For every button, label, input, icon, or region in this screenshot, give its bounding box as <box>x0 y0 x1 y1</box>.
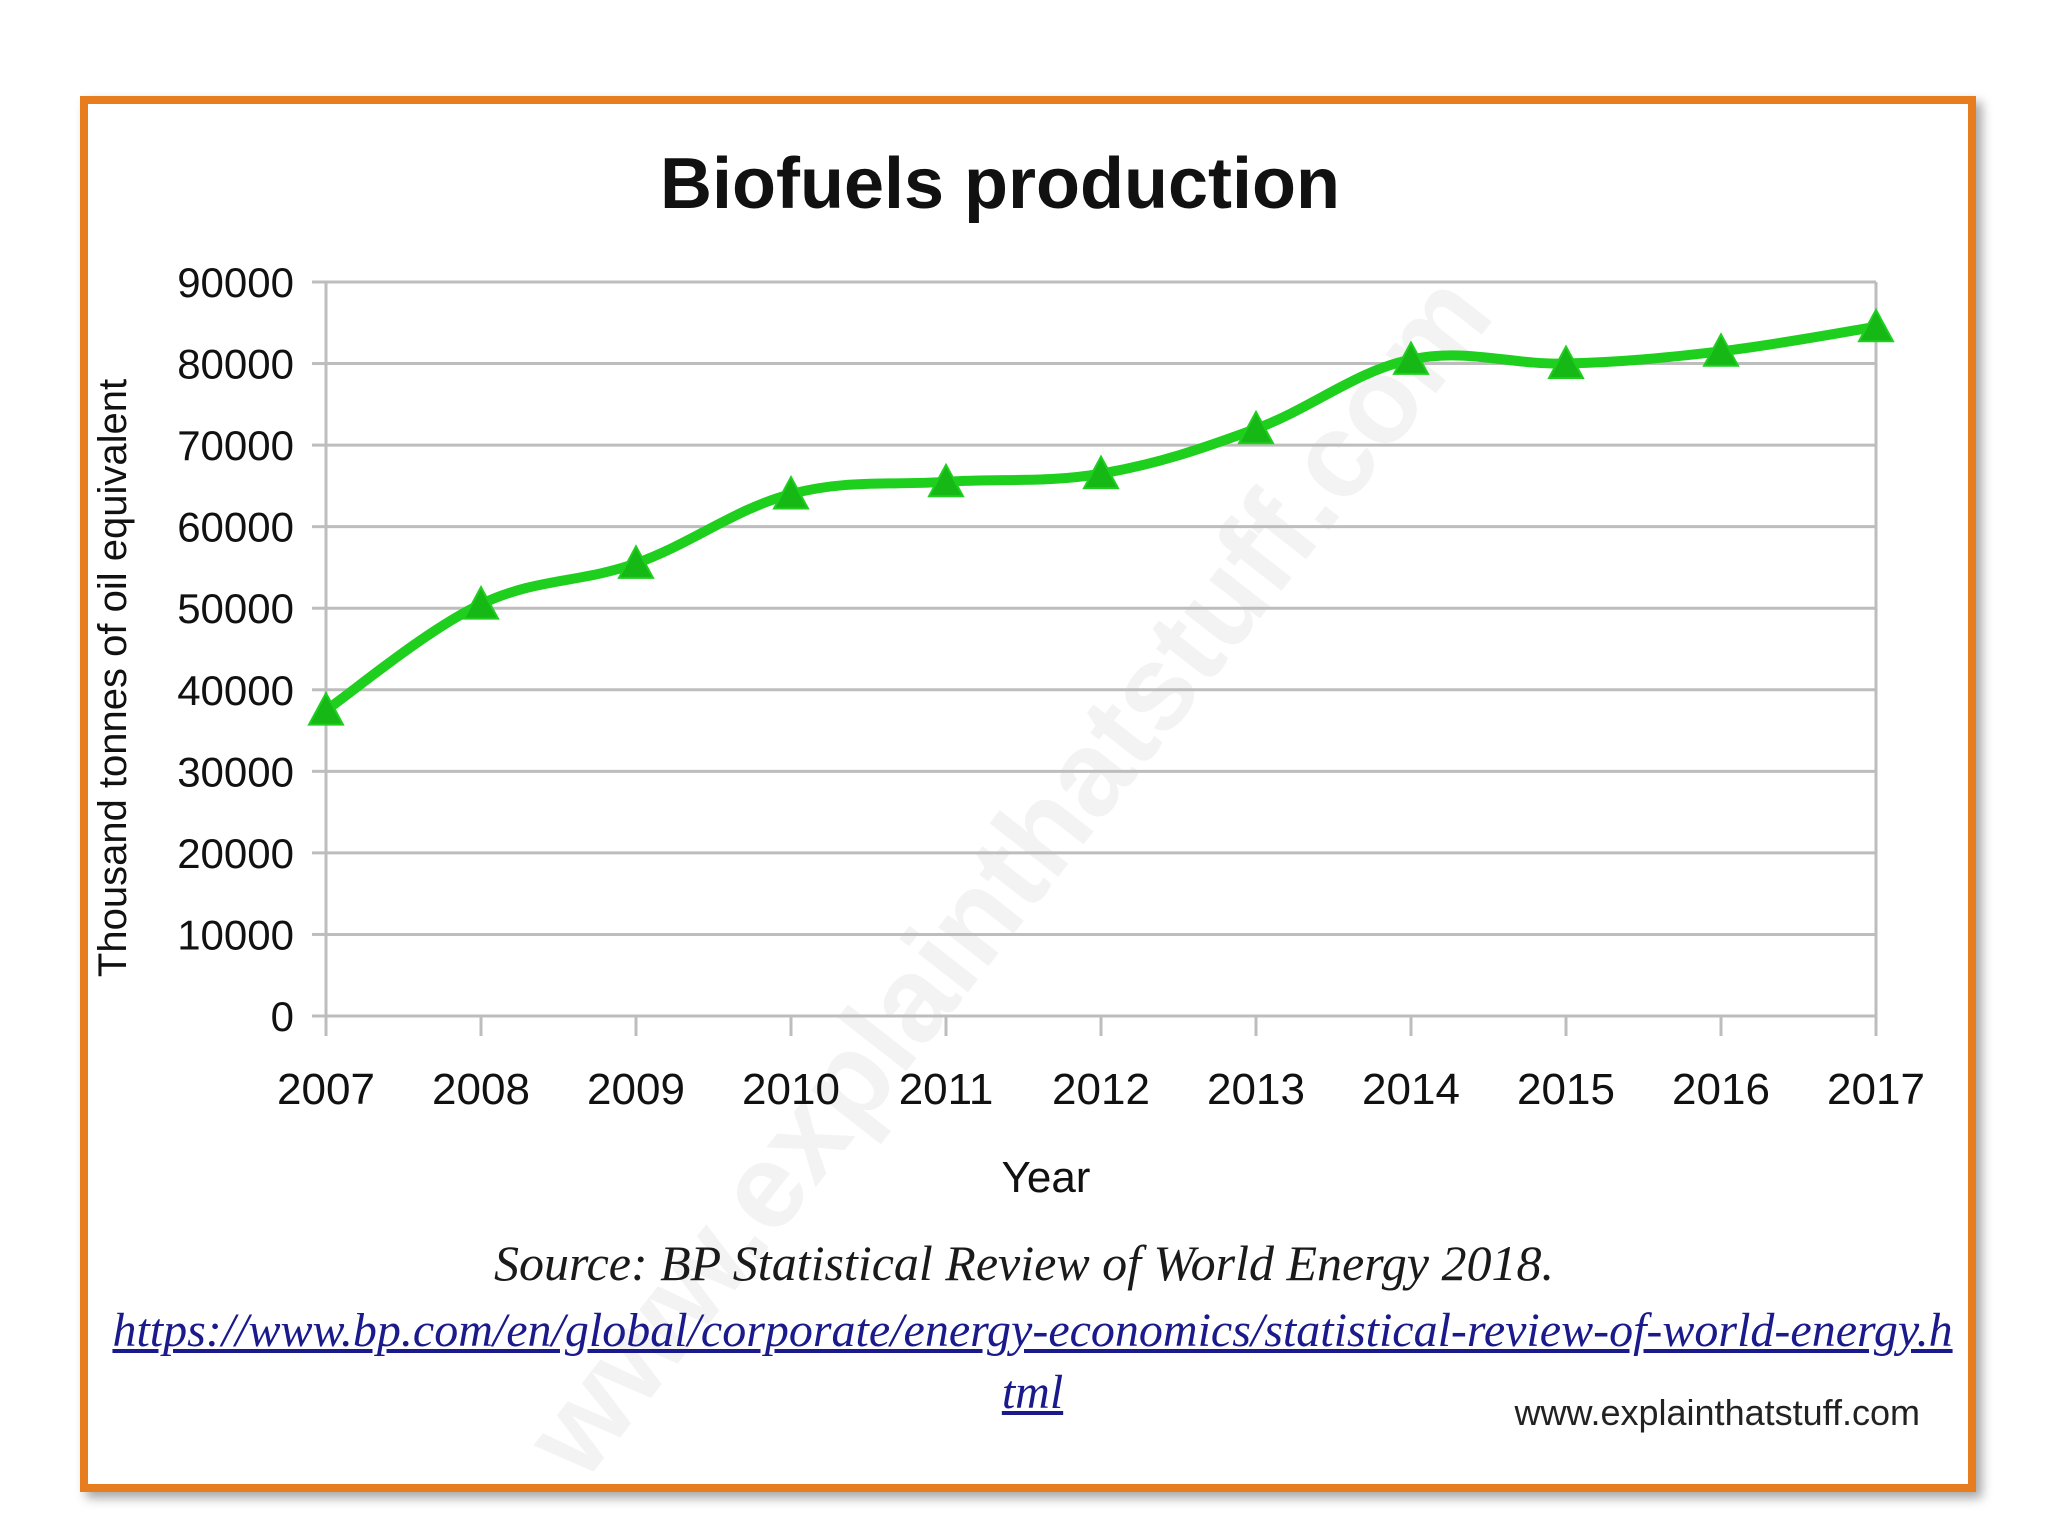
data-point-2007 <box>307 691 345 726</box>
ytick-label-70000: 70000 <box>177 422 294 469</box>
data-point-2017 <box>1857 307 1895 343</box>
data-point-2008 <box>462 585 500 620</box>
chart-frame <box>80 96 1976 1492</box>
ytick-label-80000: 80000 <box>177 341 294 388</box>
xtick-label-2010: 2010 <box>742 1065 840 1114</box>
source-citation: Source: BP Statistical Review of World E… <box>493 1235 1554 1291</box>
x-axis-ticks: 2007 2008 2009 2010 2011 2012 2013 2014 2015 2016… <box>277 1016 1925 1114</box>
ytick-label-60000: 60000 <box>177 504 294 551</box>
ytick-label-90000: 90000 <box>177 259 294 306</box>
ytick-label-30000: 30000 <box>177 748 294 795</box>
xtick-label-2016: 2016 <box>1672 1065 1770 1114</box>
y-axis-label: Thousand tonnes of oil equivalent <box>91 379 135 977</box>
xtick-label-2011: 2011 <box>899 1065 994 1114</box>
data-point-2013 <box>1237 409 1275 445</box>
xtick-label-2012: 2012 <box>1052 1065 1150 1114</box>
xtick-label-2009: 2009 <box>587 1065 685 1114</box>
data-point-2016 <box>1702 332 1740 367</box>
data-point-2015 <box>1547 344 1585 380</box>
y-axis-ticks: 0 10000 20000 30000 40000 50000 60000 70000 8000… <box>177 259 326 1040</box>
ytick-label-20000: 20000 <box>177 830 294 877</box>
ytick-label-50000: 50000 <box>177 585 294 632</box>
ytick-label-0: 0 <box>271 993 294 1040</box>
xtick-label-2013: 2013 <box>1207 1065 1305 1114</box>
grid-lines <box>324 280 1878 1036</box>
ytick-label-10000: 10000 <box>177 911 294 958</box>
data-point-2014 <box>1392 340 1430 375</box>
source-link[interactable]: https://www.bp.com/en/global/corporate/e… <box>112 1304 1953 1419</box>
data-point-2010 <box>772 474 810 510</box>
data-point-2012 <box>1082 454 1120 490</box>
xtick-label-2015: 2015 <box>1517 1065 1615 1114</box>
series-biofuels <box>307 307 1895 726</box>
data-point-2011 <box>927 462 965 498</box>
data-point-2009 <box>617 544 655 579</box>
xtick-label-2008: 2008 <box>432 1065 530 1114</box>
chart-title: Biofuels production <box>660 144 1340 224</box>
xtick-label-2007: 2007 <box>277 1065 375 1114</box>
ytick-label-40000: 40000 <box>177 667 294 714</box>
xtick-label-2017: 2017 <box>1827 1065 1925 1114</box>
x-axis-label: Year <box>1002 1153 1091 1202</box>
xtick-label-2014: 2014 <box>1362 1065 1460 1114</box>
site-credit: www.explainthatstuff.com <box>1514 1392 1920 1433</box>
